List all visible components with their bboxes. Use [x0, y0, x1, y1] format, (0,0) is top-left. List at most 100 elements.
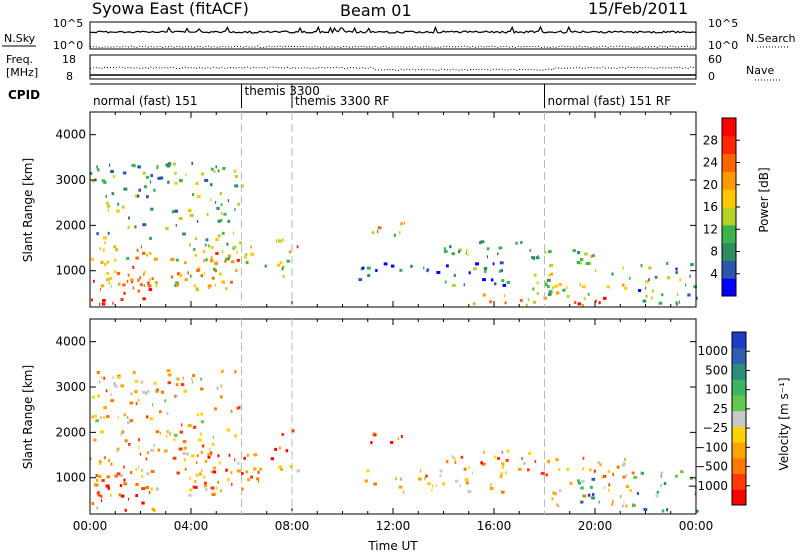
data-cell [537, 255, 539, 258]
data-cell [97, 490, 100, 494]
data-cell [132, 286, 135, 290]
data-cell [423, 266, 425, 270]
data-cell [159, 431, 161, 435]
data-cell [364, 479, 368, 483]
data-cell [103, 416, 106, 419]
data-cell [230, 280, 233, 284]
data-cell [90, 171, 93, 175]
data-cell [196, 454, 199, 458]
data-cell [590, 254, 593, 258]
data-cell [459, 484, 461, 488]
data-cell [175, 258, 179, 262]
data-cell [595, 299, 597, 303]
data-cell [666, 276, 671, 280]
data-cell [656, 490, 660, 494]
data-cell [189, 488, 193, 492]
freq-right-tick-top: 60 [708, 53, 722, 66]
data-cell [171, 210, 175, 214]
data-cell [118, 282, 121, 286]
colorbar-segment [732, 442, 746, 459]
data-cell [150, 174, 153, 177]
data-cell [123, 478, 126, 482]
data-cell [173, 257, 175, 261]
data-cell [220, 211, 223, 215]
data-cell [98, 460, 102, 464]
data-cell [281, 238, 284, 242]
data-cell [147, 283, 149, 287]
data-cell [235, 269, 238, 272]
data-cell [103, 406, 108, 410]
data-cell [685, 283, 687, 287]
data-cell [535, 256, 540, 260]
data-cell [536, 291, 539, 295]
data-cell [96, 478, 99, 482]
x-tick-label: 16:00 [477, 519, 512, 533]
data-cell [183, 446, 187, 450]
data-cell [238, 406, 241, 409]
data-cell [205, 238, 209, 242]
data-cell [142, 223, 147, 227]
velocity-panel: 1000 2000 3000 4000 00:00 04:00 08:00 12:00 16:… [21, 318, 791, 553]
data-cell [131, 280, 133, 284]
freq-frame [89, 54, 697, 80]
data-cell [138, 438, 141, 442]
colorbar-segment [722, 224, 736, 244]
data-cell [152, 403, 153, 407]
data-cell [282, 265, 285, 269]
data-cell [581, 285, 586, 289]
data-cell [136, 248, 139, 252]
colorbar-segment [732, 394, 746, 412]
data-cell [119, 484, 123, 488]
data-cell [115, 248, 118, 252]
data-cell [148, 252, 152, 255]
data-cell [195, 181, 199, 185]
x-tick-label: 04:00 [174, 519, 209, 533]
data-cell [237, 202, 240, 206]
data-cell [96, 168, 100, 172]
data-cell [288, 250, 292, 254]
data-cell [104, 241, 106, 245]
data-cell [174, 394, 177, 398]
data-cell [410, 264, 413, 268]
data-cell [156, 165, 159, 168]
data-cell [377, 226, 382, 230]
data-cell [397, 437, 400, 441]
data-cell [182, 232, 186, 236]
data-cell [599, 463, 602, 467]
data-cell [648, 266, 652, 270]
data-cell [455, 479, 459, 483]
data-cell [376, 230, 379, 233]
data-cell [220, 203, 223, 207]
data-cell [103, 263, 107, 266]
data-cell [182, 451, 186, 455]
y-tick-label: 3000 [55, 173, 86, 187]
cpid-mode-label: themis 3300 RF [295, 94, 389, 108]
data-cell [483, 450, 485, 454]
data-cell [259, 467, 263, 471]
data-cell [234, 370, 237, 374]
data-cell [208, 286, 210, 290]
data-cell [145, 457, 148, 461]
data-cell [204, 481, 207, 485]
data-cell [253, 467, 257, 471]
data-cell [99, 288, 101, 291]
data-cell [217, 234, 221, 238]
data-cell [451, 284, 456, 287]
data-cell [214, 261, 218, 265]
data-cell [601, 476, 604, 479]
data-cell [257, 470, 260, 474]
cpid-mode-label: normal (fast) 151 RF [548, 94, 672, 108]
data-cell [291, 429, 294, 433]
data-cell [625, 485, 629, 489]
freq-right-tick-bottom: 0 [708, 70, 715, 83]
data-cell [608, 483, 611, 487]
power-colorbar-label: Power [dB] [757, 167, 771, 232]
data-cell [258, 480, 260, 484]
data-cell [521, 457, 523, 460]
data-cell [690, 263, 694, 267]
data-cell [123, 465, 125, 469]
data-cell [221, 250, 224, 254]
data-cell [200, 274, 203, 278]
data-cell [175, 281, 179, 285]
data-cell [199, 472, 202, 476]
